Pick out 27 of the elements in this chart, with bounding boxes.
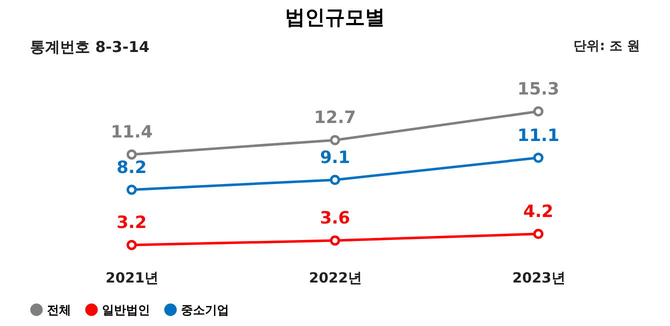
- text: 단위: 조 원: [574, 39, 640, 54]
- legend-label: 중소기업: [181, 302, 229, 317]
- data-label: 12.7: [314, 108, 356, 128]
- point: [533, 106, 544, 117]
- data-label: 8.2: [116, 158, 147, 178]
- legend-label: 전체: [47, 302, 71, 317]
- data-label: 4.2: [523, 202, 554, 222]
- data-label: 15.3: [517, 79, 560, 100]
- point: [330, 235, 340, 246]
- data-label: 11.1: [517, 126, 560, 146]
- point: [533, 228, 544, 240]
- x-tick-label: 2022년: [309, 270, 362, 286]
- x-tick-label: 2023년: [512, 270, 566, 286]
- legend-label: 일반법인: [102, 302, 150, 317]
- point: [533, 152, 544, 163]
- data-label: 3.2: [116, 212, 147, 233]
- point: [126, 184, 137, 195]
- point: [126, 240, 137, 250]
- data-label: 9.1: [320, 148, 350, 168]
- point: [330, 134, 340, 146]
- data-label: 11.4: [110, 122, 153, 142]
- chart-title: 법인규모별: [285, 5, 385, 29]
- point: [126, 149, 137, 160]
- point: [330, 174, 340, 185]
- text: 통계번호 8-3-14: [30, 38, 150, 56]
- data-label: 3.6: [320, 208, 350, 229]
- x-tick-label: 2021년: [106, 270, 159, 286]
